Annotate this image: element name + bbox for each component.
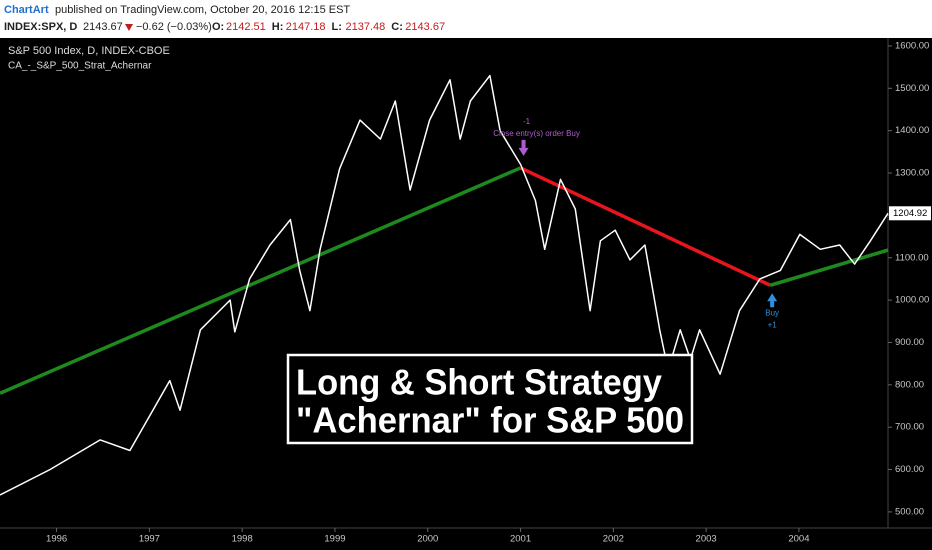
x-tick-label: 2002 [603,534,624,545]
last-price: 2143.67 [83,21,123,33]
ohlc-label: C: [391,21,403,33]
published: published on TradingView.com, October 20… [55,4,350,16]
exit-arrow [518,139,529,156]
plot-background [0,38,932,550]
annotation-box [286,353,694,445]
ohlc-label: H: [272,21,284,33]
trade-line [0,166,522,395]
change: −0.62 (−0.03%) [136,21,212,33]
author[interactable]: ChartArt [4,4,49,16]
last-price-box [889,206,931,221]
ohlc-label: O: [212,21,224,33]
signal-label: Close entry(s) order Buy [493,129,580,138]
plot: -1 Close entry(s) order Buy Buy +1 [0,74,889,496]
signal-label: +1 [768,320,778,329]
x-tick-label: 1998 [232,534,253,545]
ohlc-value: 2142.51 [226,21,266,33]
last-price-label: 1204.92 [893,208,927,219]
x-tick-label: 2000 [417,534,438,545]
y-tick-label: 500.00 [895,506,924,517]
ohlc-label: L: [332,21,342,33]
annotation-line: Long & Short Strategy [296,362,662,403]
ohlc-value: 2143.67 [405,21,445,33]
annotation-line: "Achernar" for S&P 500 [296,400,684,441]
y-tick-label: 1400.00 [895,125,929,136]
y-tick-label: 700.00 [895,422,924,433]
symbol: INDEX:SPX, D [4,21,77,33]
down-arrow [125,24,133,31]
x-tick-label: 2003 [696,534,717,545]
price-line [0,74,889,496]
y-tick-label: 600.00 [895,464,924,475]
y-tick-label: 1100.00 [895,252,929,263]
x-tick-label: 2004 [788,534,809,545]
chart-subtitle: CA_-_S&P_500_Strat_Achernar [8,61,152,72]
x-tick-label: 1997 [139,534,160,545]
ohlc-value: 2147.18 [286,21,326,33]
x-tick-label: 1996 [46,534,67,545]
y-tick-label: 800.00 [895,379,924,390]
x-tick-label: 1999 [324,534,345,545]
trade-line [769,248,889,287]
y-tick-label: 1300.00 [895,168,929,179]
y-tick-label: 900.00 [895,337,924,348]
y-tick-label: 1600.00 [895,40,929,51]
trade-line [519,166,771,287]
chart-title: S&P 500 Index, D, INDEX-CBOE [8,45,170,57]
header-bar [0,0,932,38]
y-tick-label: 1500.00 [895,83,929,94]
signal-label: -1 [523,117,531,126]
signal-label: Buy [765,308,779,317]
x-tick-label: 2001 [510,534,531,545]
ohlc-value: 2137.48 [346,21,386,33]
y-tick-label: 1000.00 [895,295,929,306]
ohlc: O: 2142.51 H: 2147.18 L: 2137.48 C: 2143.67 [212,21,445,33]
entry-arrow [767,293,778,308]
